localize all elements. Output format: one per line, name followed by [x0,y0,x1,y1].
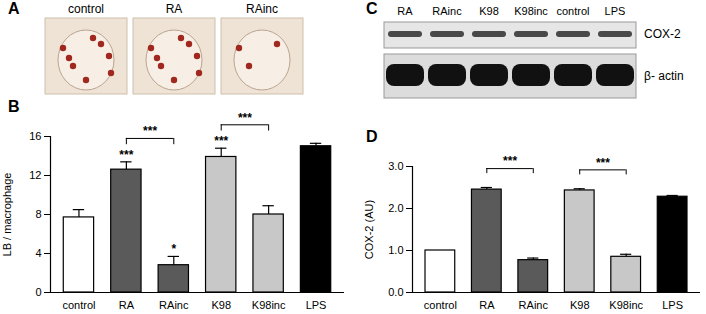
svg-text:2.0: 2.0 [388,202,403,214]
svg-text:K98inc: K98inc [609,299,643,311]
svg-text:***: *** [143,124,157,138]
svg-text:RAinc: RAinc [432,5,462,17]
svg-text:***: *** [119,148,133,162]
svg-text:COX-2 (AU): COX-2 (AU) [363,200,375,259]
svg-text:4: 4 [35,247,41,259]
html-text:D: D [366,128,378,145]
svg-text:K98: K98 [479,5,499,17]
svg-text:LPS: LPS [662,299,683,311]
html-text:A: A [8,0,20,17]
svg-text:1.0: 1.0 [388,244,403,256]
svg-text:8: 8 [35,208,41,220]
svg-text:3.0: 3.0 [388,160,403,172]
svg-text:control: control [556,5,589,17]
svg-text:RAinc: RAinc [246,2,278,16]
svg-text:*: * [171,242,176,256]
svg-text:LB / macrophage: LB / macrophage [1,173,13,257]
svg-text:LPS: LPS [605,5,626,17]
svg-text:16: 16 [29,130,41,142]
svg-text:control: control [62,299,95,311]
svg-text:***: *** [214,134,228,148]
svg-text:RA: RA [479,299,495,311]
svg-text:RA: RA [166,2,183,16]
html-text:B: B [8,98,20,115]
svg-text:RA: RA [119,299,135,311]
svg-text:COX-2: COX-2 [644,27,681,41]
svg-text:LPS: LPS [306,299,327,311]
svg-text:RAinc: RAinc [159,299,189,311]
svg-text:***: *** [503,154,517,168]
html-text:C: C [366,0,378,17]
svg-text:K98inc: K98inc [514,5,548,17]
svg-text:control: control [424,299,457,311]
svg-text:***: *** [238,111,252,125]
svg-text:0.0: 0.0 [388,286,403,298]
svg-text:K98inc: K98inc [252,299,286,311]
svg-text:RAinc: RAinc [519,299,549,311]
svg-text:RA: RA [397,5,413,17]
svg-text:K98: K98 [570,299,590,311]
svg-text:***: *** [596,156,610,170]
svg-text:12: 12 [29,169,41,181]
svg-text:β- actin: β- actin [644,69,684,83]
svg-text:0: 0 [35,286,41,298]
svg-text:control: control [68,2,104,16]
svg-text:K98: K98 [211,299,231,311]
